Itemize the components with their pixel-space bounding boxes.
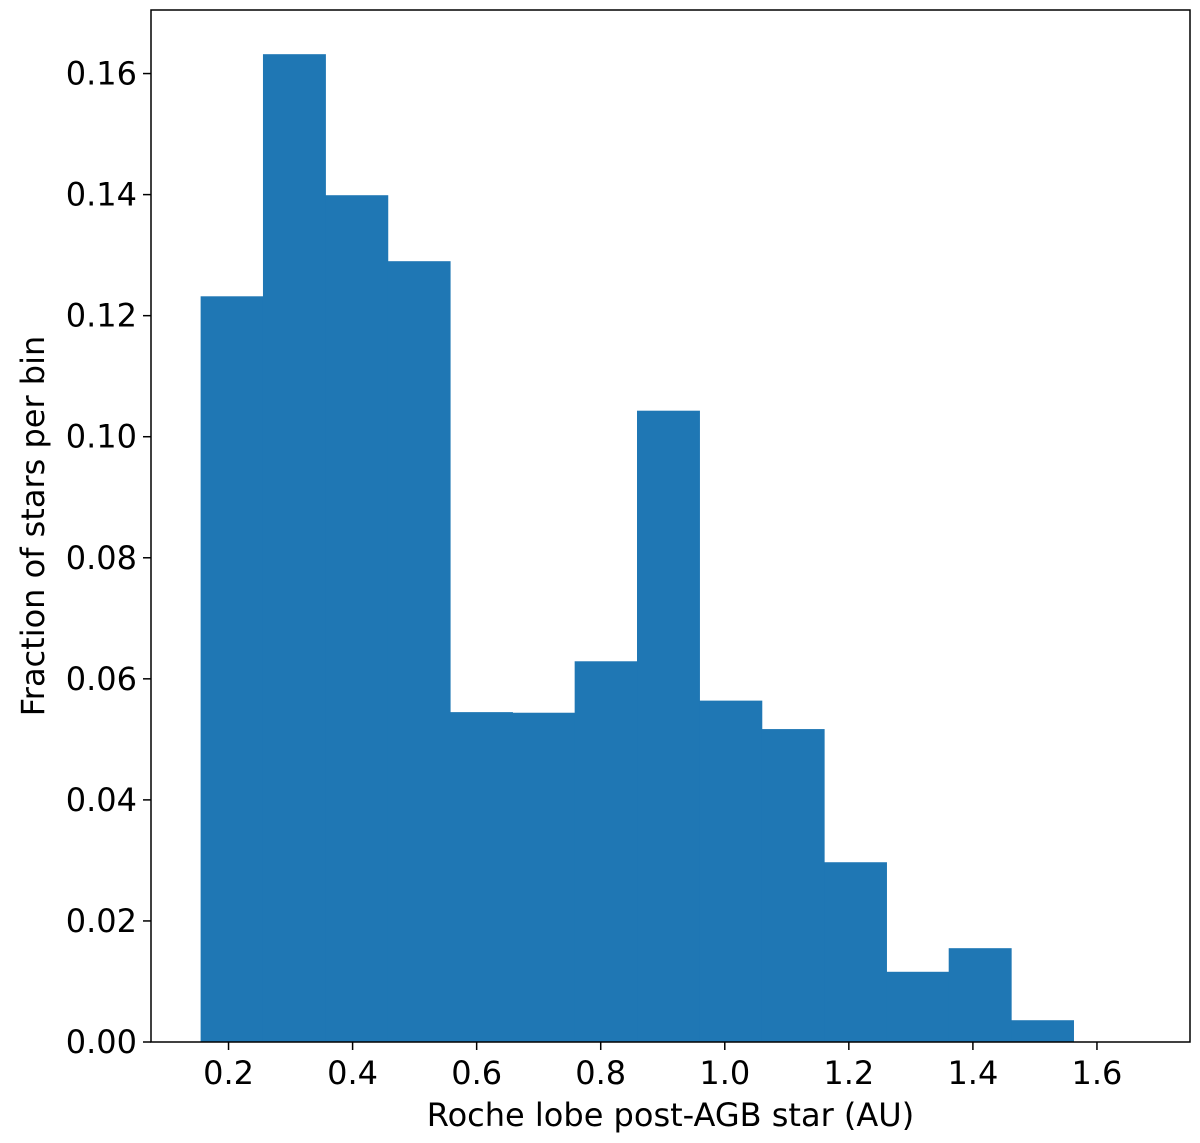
y-tick-label: 0.00 bbox=[66, 1023, 137, 1061]
histogram-bar-4 bbox=[449, 712, 513, 1042]
y-tick-label: 0.02 bbox=[66, 902, 137, 940]
histogram-bar-2 bbox=[325, 195, 389, 1042]
histogram-bar-5 bbox=[512, 712, 576, 1042]
histogram-bar-11 bbox=[886, 971, 950, 1042]
y-axis-ticks: 0.00 0.02 0.04 0.06 0.08 0.10 0.12 0.14 0.16 bbox=[66, 55, 151, 1061]
bars-group bbox=[200, 54, 1074, 1043]
histogram-bar-3 bbox=[387, 261, 451, 1042]
x-axis-ticks: 0.2 0.4 0.6 0.8 1.0 1.2 1.4 1.6 bbox=[203, 1042, 1122, 1092]
histogram-bar-9 bbox=[761, 729, 825, 1042]
y-tick-label: 0.14 bbox=[66, 176, 137, 214]
y-tick-label: 0.16 bbox=[66, 55, 137, 93]
x-tick-label: 0.2 bbox=[203, 1054, 254, 1092]
histogram-bar-0 bbox=[200, 296, 264, 1043]
histogram-bar-12 bbox=[948, 948, 1012, 1042]
plot-frame bbox=[150, 9, 1191, 1043]
y-tick-label: 0.06 bbox=[66, 660, 137, 698]
histogram-bar-7 bbox=[637, 410, 700, 1042]
y-tick-label: 0.12 bbox=[66, 297, 137, 335]
y-tick-label: 0.08 bbox=[66, 539, 137, 577]
x-tick-label: 0.8 bbox=[575, 1054, 626, 1092]
histogram-bar-8 bbox=[699, 700, 763, 1042]
x-tick-label: 0.4 bbox=[327, 1054, 378, 1092]
histogram-bar-6 bbox=[574, 661, 638, 1042]
y-tick-label: 0.04 bbox=[66, 781, 137, 819]
x-tick-label: 1.6 bbox=[1072, 1054, 1123, 1092]
x-tick-label: 1.2 bbox=[823, 1054, 874, 1092]
y-axis-label: Fraction of stars per bin bbox=[14, 336, 52, 717]
y-tick-label: 0.10 bbox=[66, 418, 137, 456]
x-tick-label: 1.4 bbox=[947, 1054, 998, 1092]
x-tick-label: 1.0 bbox=[699, 1054, 750, 1092]
histogram-bar-13 bbox=[1011, 1020, 1074, 1042]
histogram-bar-1 bbox=[262, 54, 326, 1042]
x-axis-label: Roche lobe post-AGB star (AU) bbox=[427, 1096, 914, 1134]
histogram-bar-10 bbox=[824, 862, 887, 1042]
x-tick-label: 0.6 bbox=[451, 1054, 502, 1092]
